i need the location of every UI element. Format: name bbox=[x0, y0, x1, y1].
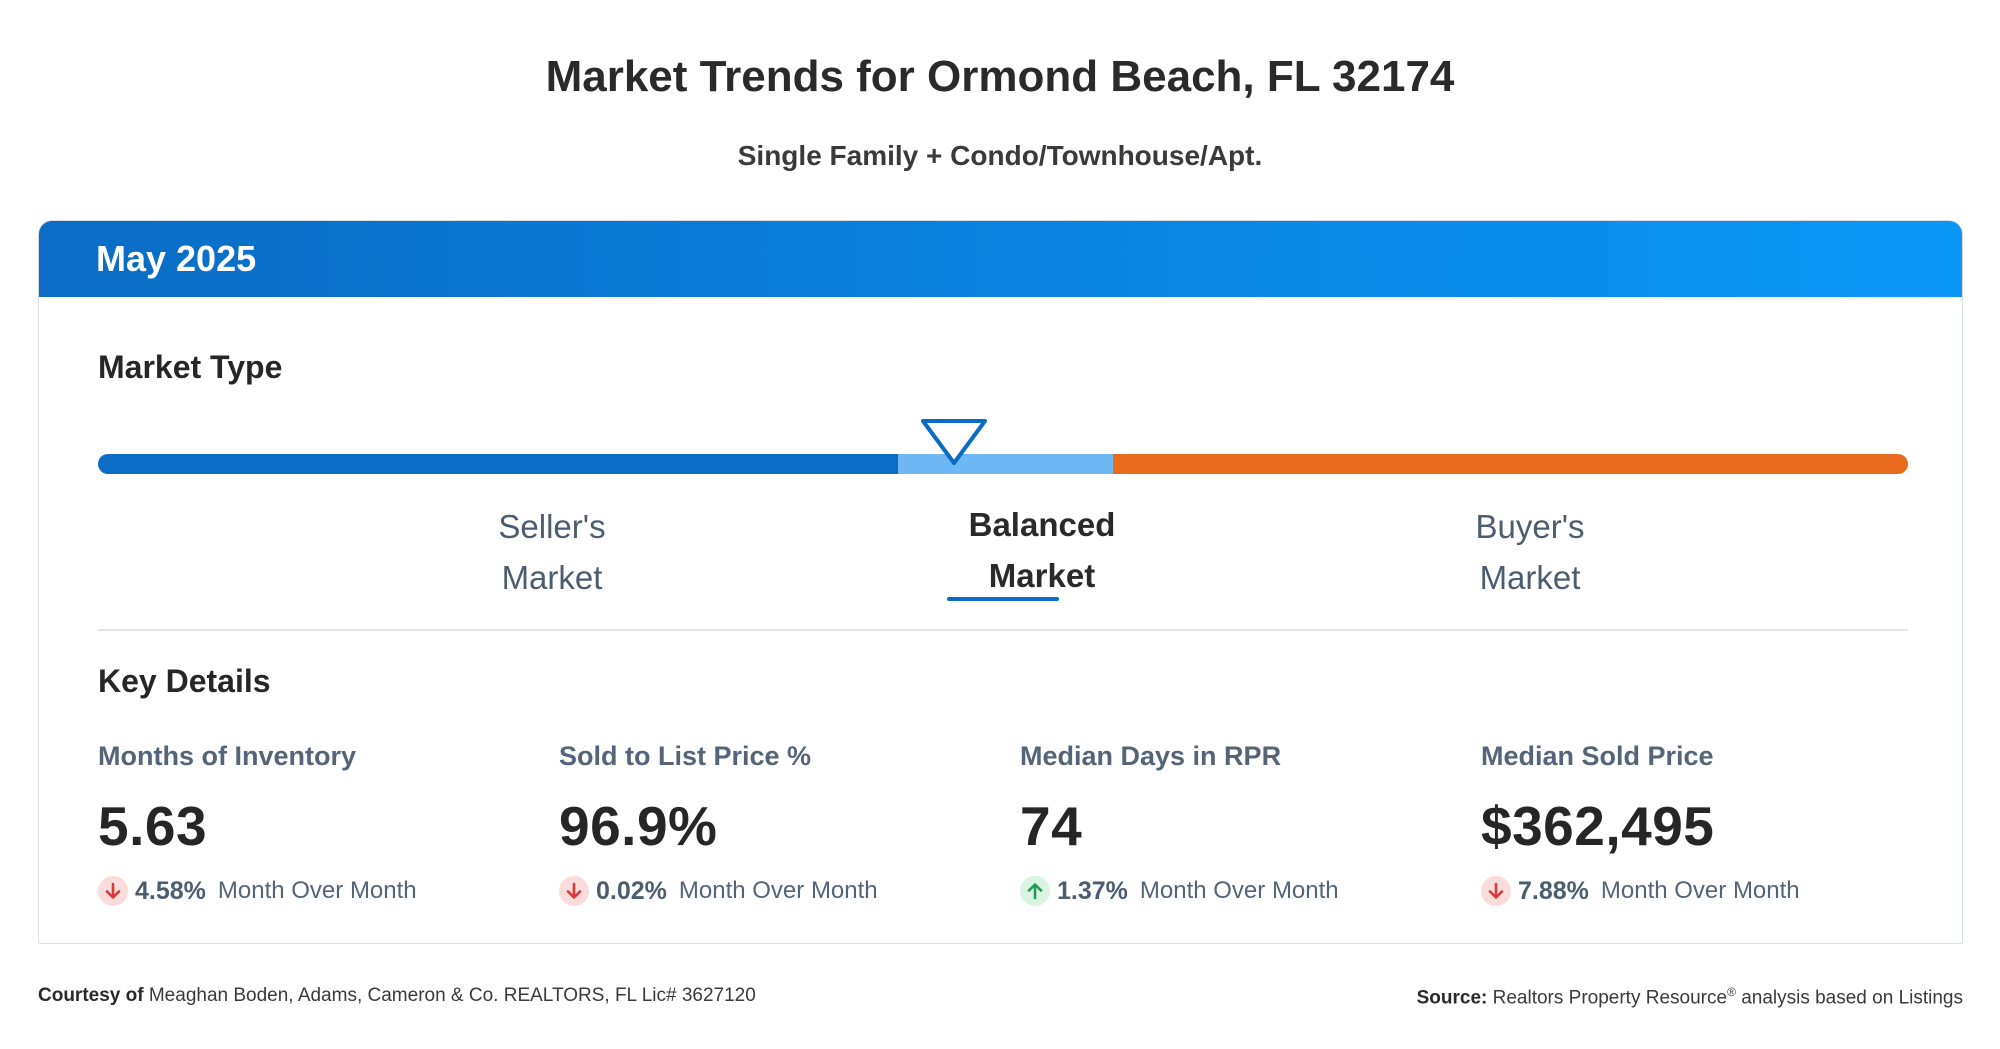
page-subtitle: Single Family + Condo/Townhouse/Apt. bbox=[737, 140, 1263, 171]
metric-median-days-in-rpr: Median Days in RPR 74 1.37% Month Over M… bbox=[1020, 741, 1460, 906]
metric-change: 4.58% Month Over Month bbox=[98, 876, 538, 906]
balanced-market-label-line1: Balanced bbox=[968, 506, 1116, 543]
seller-market-label-line2: Market bbox=[501, 559, 603, 596]
metric-change-label: Month Over Month bbox=[1600, 877, 1800, 904]
metric-label: Sold to List Price % bbox=[559, 741, 812, 771]
market-type-title: Market Type bbox=[98, 349, 283, 385]
source-text: analysis based on Listings bbox=[1741, 987, 1963, 1009]
metric-change-label: Month Over Month bbox=[678, 877, 878, 904]
metric-sold-to-list-price: Sold to List Price % 96.9% 0.02% Month O… bbox=[559, 741, 999, 906]
source-footer: Source: Realtors Property Resource® anal… bbox=[1417, 985, 1963, 1009]
metric-value: 74 bbox=[1020, 795, 1083, 857]
metric-change-label: Month Over Month bbox=[217, 877, 417, 904]
source-label: Source: bbox=[1416, 987, 1488, 1009]
buyer-market-segment bbox=[1113, 454, 1908, 474]
metric-change: 1.37% Month Over Month bbox=[1020, 876, 1460, 906]
selected-market-underline bbox=[947, 597, 1059, 601]
arrow-down-icon bbox=[1481, 876, 1511, 906]
buyer-market-label-line1: Buyer's bbox=[1475, 508, 1585, 545]
metric-change-percent: 4.58% bbox=[135, 876, 206, 905]
market-type-meter bbox=[98, 454, 1908, 474]
triangle-pointer-icon bbox=[921, 419, 987, 465]
balanced-market-label: Balanced Market bbox=[912, 499, 1172, 601]
arrow-up-icon bbox=[1020, 876, 1050, 906]
courtesy-footer: Courtesy of Meaghan Boden, Adams, Camero… bbox=[38, 985, 756, 1007]
metric-change-percent: 1.37% bbox=[1057, 876, 1128, 905]
arrow-down-icon bbox=[98, 876, 128, 906]
metric-change: 0.02% Month Over Month bbox=[559, 876, 999, 906]
section-divider bbox=[98, 629, 1908, 631]
buyer-market-label-line2: Market bbox=[1479, 559, 1581, 596]
metric-label: Median Sold Price bbox=[1481, 741, 1714, 771]
seller-market-label: Seller's Market bbox=[422, 501, 682, 603]
metric-label: Months of Inventory bbox=[98, 741, 356, 771]
metric-change-percent: 7.88% bbox=[1518, 876, 1589, 905]
seller-market-segment bbox=[98, 454, 898, 474]
card-header: May 2025 bbox=[39, 221, 1962, 297]
metric-label: Median Days in RPR bbox=[1020, 741, 1282, 771]
period-label: May 2025 bbox=[96, 238, 257, 279]
metric-change-percent: 0.02% bbox=[596, 876, 667, 905]
page-title: Market Trends for Ormond Beach, FL 32174 bbox=[545, 52, 1455, 101]
market-trends-card: May 2025 Market Type Seller's Market Bal… bbox=[38, 220, 1963, 944]
courtesy-text: Meaghan Boden, Adams, Cameron & Co. REAL… bbox=[148, 985, 756, 1006]
metric-value: 5.63 bbox=[98, 795, 208, 857]
balanced-market-label-line2: Market bbox=[988, 557, 1096, 594]
key-details-title: Key Details bbox=[98, 663, 271, 699]
metric-value: 96.9% bbox=[559, 795, 718, 857]
source-name: Realtors Property Resource bbox=[1492, 987, 1728, 1009]
metric-median-sold-price: Median Sold Price $362,495 7.88% Month O… bbox=[1481, 741, 1921, 906]
buyer-market-label: Buyer's Market bbox=[1400, 501, 1660, 603]
metric-change: 7.88% Month Over Month bbox=[1481, 876, 1921, 906]
courtesy-label: Courtesy of bbox=[38, 985, 144, 1006]
metric-change-label: Month Over Month bbox=[1139, 877, 1339, 904]
metric-months-of-inventory: Months of Inventory 5.63 4.58% Month Ove… bbox=[98, 741, 538, 906]
arrow-down-icon bbox=[559, 876, 589, 906]
seller-market-label-line1: Seller's bbox=[498, 508, 606, 545]
registered-mark: ® bbox=[1727, 985, 1736, 999]
metric-value: $362,495 bbox=[1481, 795, 1715, 857]
